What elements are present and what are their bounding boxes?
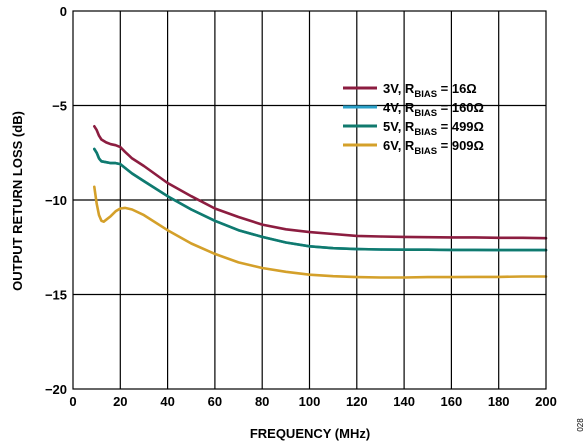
x-tick-label: 60 [208,394,222,409]
grid [73,11,546,389]
legend-label-4: 6V, RBIAS = 909Ω [383,138,484,157]
y-tick-label: −10 [45,193,67,208]
x-tick-label: 20 [113,394,127,409]
x-tick-label: 120 [346,394,368,409]
legend-label-3: 5V, RBIAS = 499Ω [383,119,484,138]
series-lines [93,125,548,279]
series-line-4 [93,185,548,279]
x-tick-label: 160 [441,394,463,409]
y-tick-label: −5 [52,99,67,114]
series-line-3 [93,147,548,252]
x-tick-labels: 0 20 40 60 80 100 120 140 160 180 200 [69,394,556,409]
y-tick-label: 0 [60,4,67,19]
x-tick-label: 40 [160,394,174,409]
x-tick-label: 200 [535,394,557,409]
x-axis-title: FREQUENCY (MHz) [250,426,370,441]
x-tick-label: 180 [488,394,510,409]
legend-label-2: 4V, RBIAS = 160Ω [383,100,484,119]
x-tick-label: 100 [299,394,321,409]
x-tick-label: 80 [255,394,269,409]
y-tick-label: −20 [45,382,67,397]
y-axis-title: OUTPUT RETURN LOSS (dB) [10,111,25,291]
plot-frame [72,10,547,390]
figure-id: 028 [576,418,585,432]
y-tick-labels: 0 −5 −10 −15 −20 [45,4,67,397]
legend-label-1: 3V, RBIAS = 16Ω [383,81,477,100]
x-tick-label: 140 [393,394,415,409]
x-tick-label: 0 [69,394,76,409]
y-tick-label: −15 [45,288,67,303]
series-line-1 [93,125,548,240]
